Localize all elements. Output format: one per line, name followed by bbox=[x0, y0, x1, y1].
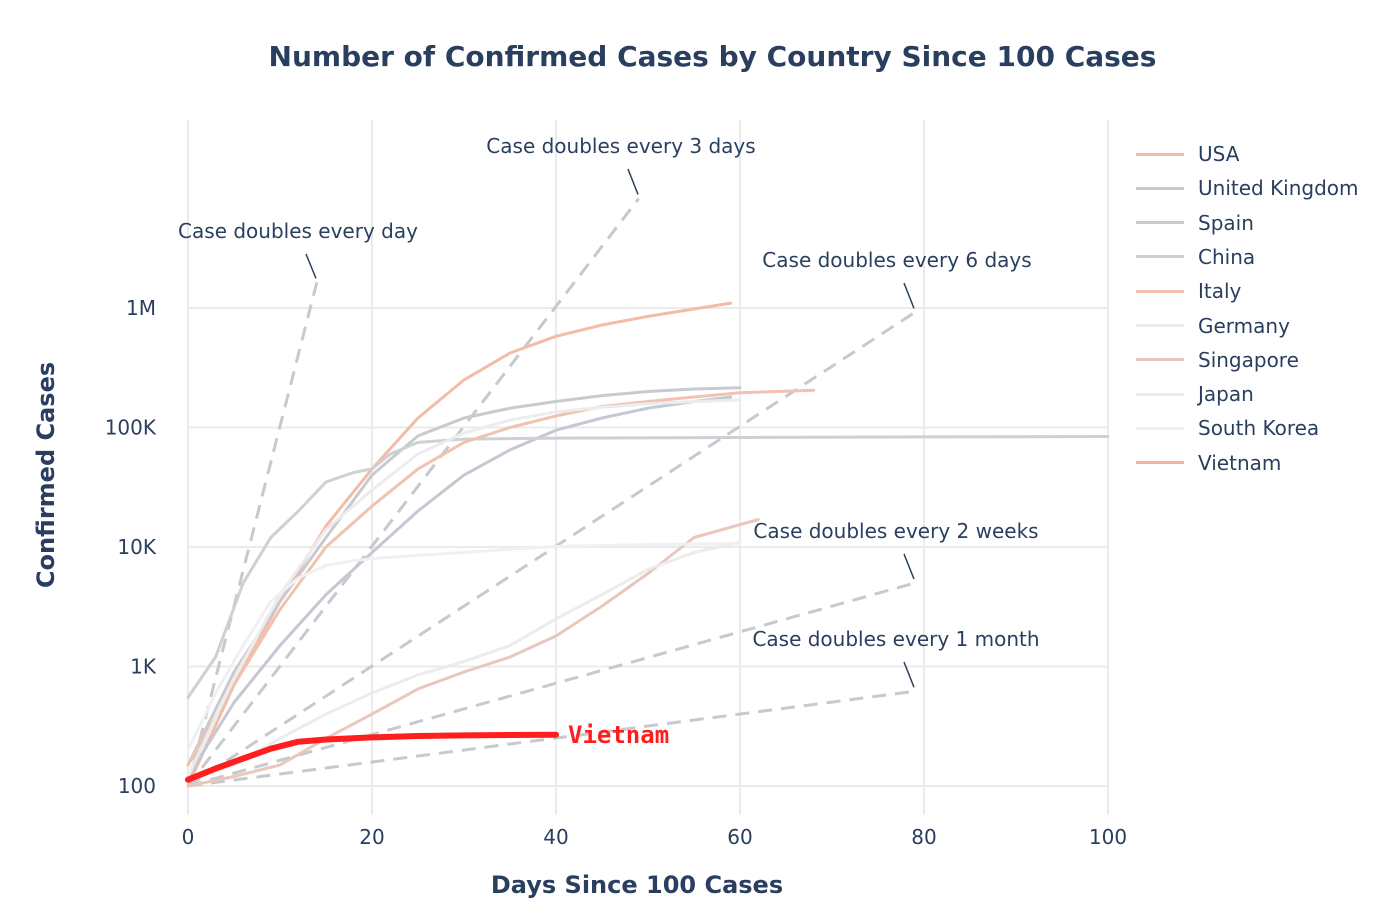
series-line-singapore bbox=[186, 518, 760, 788]
legend-item-spain[interactable]: Spain bbox=[1136, 209, 1254, 237]
legend-swatch bbox=[1136, 461, 1184, 465]
reference-line-label: Case doubles every 3 days bbox=[486, 134, 755, 158]
annotation-arrow bbox=[305, 253, 317, 279]
legend-item-united-kingdom[interactable]: United Kingdom bbox=[1136, 174, 1359, 202]
series-line-united-kingdom bbox=[186, 395, 733, 778]
annotation-arrow bbox=[627, 168, 639, 195]
x-axis-title: Days Since 100 Cases bbox=[491, 871, 783, 899]
legend-swatch bbox=[1136, 255, 1184, 259]
y-axis-title: Confirmed Cases bbox=[32, 362, 60, 588]
legend-swatch bbox=[1136, 358, 1184, 362]
x-tick-label: 100 bbox=[1089, 825, 1127, 849]
annotation-arrow bbox=[903, 661, 915, 688]
legend-label: United Kingdom bbox=[1198, 176, 1359, 201]
legend-swatch bbox=[1136, 324, 1184, 327]
x-tick-label: 20 bbox=[359, 825, 384, 849]
y-tick-label: 100K bbox=[105, 416, 157, 440]
series-line-spain bbox=[186, 386, 742, 767]
reference-line-1-days bbox=[186, 282, 319, 787]
legend-item-italy[interactable]: Italy bbox=[1136, 277, 1241, 305]
legend-item-usa[interactable]: USA bbox=[1136, 140, 1239, 168]
legend-label: Singapore bbox=[1198, 347, 1299, 372]
reference-line-6-days bbox=[187, 311, 916, 788]
annotation-arrow bbox=[903, 282, 915, 309]
annotation-arrow bbox=[903, 553, 915, 580]
x-tick-label: 40 bbox=[543, 825, 568, 849]
legend-label: Japan bbox=[1198, 382, 1254, 407]
legend-item-south-korea[interactable]: South Korea bbox=[1136, 414, 1319, 442]
reference-line-label: Case doubles every day bbox=[178, 219, 418, 243]
reference-line-14-days bbox=[187, 581, 916, 788]
highlight-label: Vietnam bbox=[568, 721, 669, 749]
reference-line-label: Case doubles every 1 month bbox=[752, 627, 1039, 651]
legend-swatch bbox=[1136, 392, 1184, 396]
legend-label: USA bbox=[1198, 142, 1240, 166]
legend-label: Vietnam bbox=[1198, 450, 1282, 475]
reference-line-label: Case doubles every 6 days bbox=[762, 248, 1031, 272]
legend-label: Italy bbox=[1198, 279, 1242, 304]
legend-swatch bbox=[1136, 152, 1184, 156]
series-line-south-korea bbox=[186, 542, 742, 752]
series-line-japan bbox=[186, 540, 742, 783]
y-tick-label: 1K bbox=[130, 655, 157, 679]
y-tick-label: 1M bbox=[126, 296, 156, 320]
legend-swatch bbox=[1136, 221, 1184, 225]
legend-swatch bbox=[1136, 426, 1184, 430]
x-tick-label: 80 bbox=[911, 825, 936, 849]
legend-label: China bbox=[1198, 244, 1256, 269]
legend-item-china[interactable]: China bbox=[1136, 243, 1255, 271]
legend-label: Germany bbox=[1198, 313, 1290, 338]
y-tick-label: 10K bbox=[117, 535, 156, 559]
legend-label: Spain bbox=[1198, 210, 1254, 235]
legend-item-vietnam[interactable]: Vietnam bbox=[1136, 449, 1281, 477]
x-tick-label: 60 bbox=[727, 825, 752, 849]
legend-label: South Korea bbox=[1198, 416, 1320, 441]
legend-item-japan[interactable]: Japan bbox=[1136, 380, 1254, 408]
reference-line-3-days bbox=[186, 197, 640, 787]
legend-swatch bbox=[1136, 186, 1184, 190]
chart-title: Number of Confirmed Cases by Country Sin… bbox=[268, 40, 1157, 73]
legend-item-germany[interactable]: Germany bbox=[1136, 312, 1290, 340]
legend-swatch bbox=[1136, 289, 1184, 293]
series-line-china bbox=[186, 435, 1110, 699]
reference-line-label: Case doubles every 2 weeks bbox=[753, 519, 1038, 543]
legend-item-singapore[interactable]: Singapore bbox=[1136, 346, 1299, 374]
series-line-italy bbox=[186, 388, 816, 767]
reference-line-30-days bbox=[187, 689, 915, 788]
x-tick-label: 0 bbox=[182, 825, 195, 849]
y-tick-label: 100 bbox=[118, 774, 156, 798]
highlight-line-vietnam bbox=[185, 731, 559, 783]
